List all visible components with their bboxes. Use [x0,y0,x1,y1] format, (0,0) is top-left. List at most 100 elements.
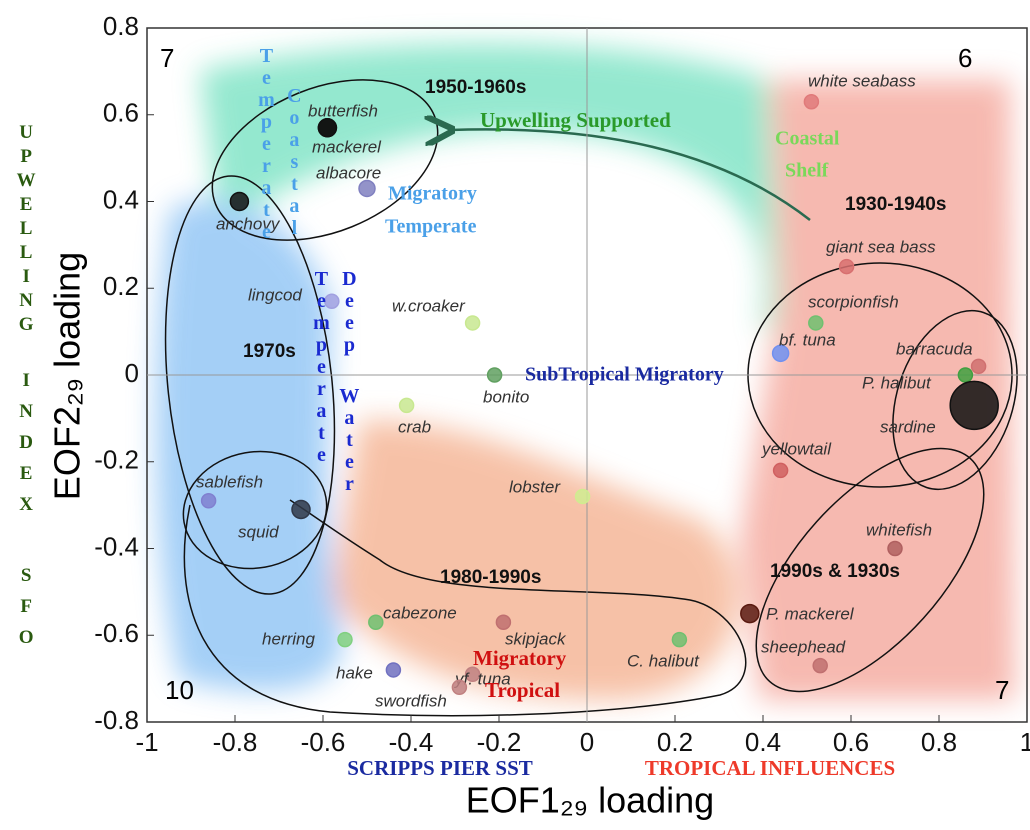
point [338,633,352,647]
corner-number: 7 [160,43,174,73]
period-label: 1950-1960s [425,77,526,98]
chart: -1-0.8-0.6-0.4-0.200.20.40.60.81-0.8-0.6… [0,0,1030,830]
point-label: lingcod [248,285,302,304]
point-label: P. mackerel [766,604,855,623]
point-label: whitefish [866,520,932,539]
annotation: Upwelling Supported [480,108,671,132]
point-label: C. halibut [627,651,700,670]
point-label: lobster [509,477,561,496]
point [488,368,502,382]
x-axis-label: EOF1₂₉ loading [466,780,714,821]
x-tick-label: 0.8 [921,727,957,757]
point [496,615,510,629]
annotation: SubTropical Migratory [525,364,724,386]
period-label: 1930-1940s [845,194,946,215]
vertical-annotation: INDEX [16,370,37,525]
y-tick-label: -0.6 [94,618,139,648]
point-label: barracuda [896,339,973,358]
point [950,381,998,429]
point [230,193,248,211]
x-tick-label: -0.8 [213,727,258,757]
x-tick-label: -0.6 [301,727,346,757]
period-label: 1990s & 1930s [770,561,900,582]
annotation: Shelf [785,160,829,182]
point [466,316,480,330]
point [958,368,972,382]
point-label: butterfish [308,101,378,120]
point [318,119,336,137]
x-tick-label: 0.4 [745,727,781,757]
annotation: SCRIPPS PIER SST [347,756,533,780]
y-tick-label: 0.2 [103,271,139,301]
point-label: giant sea bass [826,237,936,256]
annotation: Migratory [473,646,567,670]
x-tick-label: -0.2 [477,727,522,757]
point [452,680,466,694]
point-label: bonito [483,387,529,406]
point [888,542,902,556]
vertical-annotation: Deep [338,268,360,356]
point-label: swordfish [375,691,447,710]
y-tick-label: -0.4 [94,531,139,561]
x-tick-label: 0 [580,727,594,757]
y-axis-label: EOF2₂₉ loading [47,252,88,500]
point-label: P. halibut [862,373,932,392]
point [972,359,986,373]
point-label: yellowtail [761,439,832,458]
point [359,180,375,196]
point [741,605,759,623]
annotation: Coastal [775,128,840,150]
y-tick-label: -0.8 [94,705,139,735]
point-label: white seabass [808,71,916,90]
point-label: sheephead [761,637,846,656]
corner-number: 6 [958,43,972,73]
point [840,260,854,274]
vertical-annotation: Temperate [255,45,277,243]
point [813,659,827,673]
vertical-annotation: Water [338,385,360,495]
point [672,633,686,647]
period-label: 1980-1990s [440,567,541,588]
point [292,500,310,518]
y-tick-label: 0 [125,358,139,388]
vertical-annotation: SFO [16,565,37,658]
y-tick-label: 0.6 [103,98,139,128]
point [202,494,216,508]
point-label: scorpionfish [808,292,899,311]
point-label: w.croaker [392,296,466,315]
point-label: sardine [880,417,936,436]
point-label: herring [262,629,315,648]
y-tick-label: -0.2 [94,445,139,475]
x-tick-label: -0.4 [389,727,434,757]
point-label: squid [238,522,279,541]
point [576,489,590,503]
vertical-annotation: Temperate [310,268,332,466]
point [774,463,788,477]
x-tick-label: 0.2 [657,727,693,757]
x-tick-label: 0.6 [833,727,869,757]
point [386,663,400,677]
corner-number: 7 [995,675,1009,705]
point-label: cabezone [383,603,457,622]
point [804,95,818,109]
point-label: hake [336,663,373,682]
vertical-annotation: Coastal [283,85,305,239]
corner-number: 10 [165,675,194,705]
x-tick-label: 1 [1020,727,1030,757]
y-tick-label: 0.8 [103,11,139,41]
period-label: 1970s [243,341,296,362]
annotation: Migratory [388,183,477,205]
point [809,316,823,330]
point [400,398,414,412]
point-label: sablefish [196,472,263,491]
y-tick-label: 0.4 [103,184,139,214]
point-label: mackerel [312,137,382,156]
annotation: TROPICAL INFLUENCES [645,756,895,780]
annotation: Temperate [385,216,477,238]
vertical-annotation: UPWELLING [16,122,37,338]
point [369,615,383,629]
point-label: bf. tuna [779,330,836,349]
point-label: albacore [316,163,381,182]
annotation: Tropical [485,678,560,702]
point-label: crab [398,417,431,436]
